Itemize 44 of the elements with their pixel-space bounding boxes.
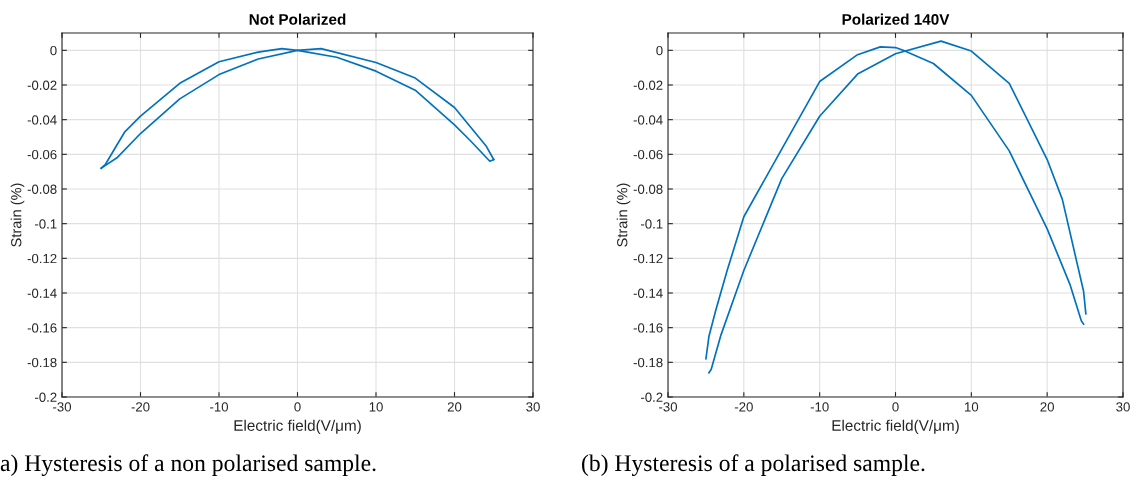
y-tick-label: -0.02 [27, 80, 57, 90]
y-axis-title: Strain (%) [10, 183, 25, 247]
y-tick-label: -0.12 [27, 253, 57, 264]
y-tick-label: -0.08 [27, 184, 57, 194]
x-tick-label: 0 [294, 402, 301, 412]
x-tick-label: -20 [734, 402, 753, 412]
y-tick-label: -0.16 [27, 323, 57, 333]
x-tick-label: -30 [659, 402, 678, 412]
text: a) Hysteresis of a non polarised sample. [0, 454, 376, 476]
y-tick-label: -0.2 [34, 392, 57, 402]
x-axis-title: Electric field(V/μm) [832, 419, 959, 434]
y-tick-label: -0.12 [633, 253, 663, 264]
y-tick-label: -0.02 [633, 80, 663, 90]
x-tick-label: 30 [1116, 402, 1130, 412]
y-tick-label: -0.18 [27, 357, 57, 368]
x-tick-label: 0 [892, 402, 899, 412]
y-tick-label: -0.04 [27, 115, 57, 125]
y-tick-label: -0.18 [633, 357, 663, 368]
y-tick-label: -0.14 [27, 288, 57, 298]
x-tick-label: -30 [53, 402, 72, 412]
x-tick-label: -10 [810, 402, 829, 412]
chart-title: Polarized 140V [842, 13, 950, 25]
x-tick-label: 10 [965, 402, 979, 412]
x-tick-label: 20 [1040, 402, 1054, 412]
y-tick-label: 0 [656, 45, 663, 56]
y-tick-label: -0.1 [640, 219, 663, 229]
y-tick-label: -0.06 [633, 149, 663, 160]
y-tick-label: -0.2 [640, 392, 663, 402]
y-axis-title: Strain (%) [616, 183, 631, 247]
x-tick-label: 10 [369, 402, 383, 412]
y-tick-label: -0.1 [34, 219, 57, 229]
y-tick-label: -0.14 [633, 288, 663, 298]
x-axis-title: Electric field(V/μm) [234, 419, 361, 434]
y-tick-label: -0.08 [633, 184, 663, 194]
x-tick-label: 30 [526, 402, 540, 412]
chart-title: Not Polarized [249, 13, 346, 25]
x-tick-label: -20 [131, 402, 150, 412]
y-tick-label: -0.04 [633, 115, 663, 125]
y-tick-label: 0 [50, 45, 57, 56]
text: (b) Hysteresis of a polarised sample. [582, 454, 925, 476]
y-tick-label: -0.16 [633, 323, 663, 333]
x-tick-label: -10 [210, 402, 229, 412]
x-tick-label: 20 [447, 402, 462, 412]
y-tick-label: -0.06 [27, 149, 57, 160]
